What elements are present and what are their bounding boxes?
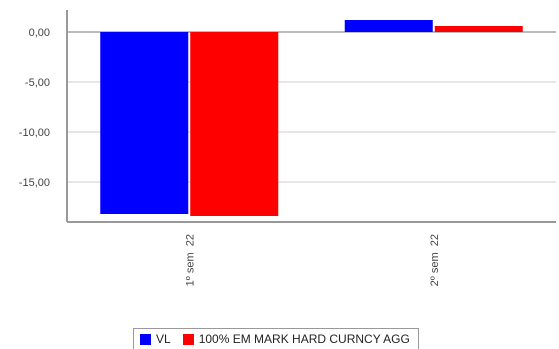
y-tick-label: -10,00 xyxy=(19,127,50,139)
axis-frame xyxy=(66,10,556,223)
bar-vl-1[interactable] xyxy=(100,32,189,214)
y-tick-label: -15,00 xyxy=(19,177,50,189)
legend-label-vl: VL xyxy=(156,332,171,346)
bar-vl-2[interactable] xyxy=(344,20,433,32)
legend: VL 100% EM MARK HARD CURNCY AGG xyxy=(133,328,419,349)
y-axis: 0,00 -5,00 -10,00 -15,00 xyxy=(19,27,50,189)
x-tick-label: 1º sem 22 xyxy=(184,234,196,286)
y-tick-label: -5,00 xyxy=(25,77,50,89)
legend-swatch-vl xyxy=(140,333,151,345)
x-axis: 1º sem 22 2º sem 22 xyxy=(184,234,441,286)
legend-label-benchmark: 100% EM MARK HARD CURNCY AGG xyxy=(198,332,410,346)
bar-benchmark-1[interactable] xyxy=(190,32,279,216)
legend-swatch-benchmark xyxy=(182,333,194,345)
bar-benchmark-2[interactable] xyxy=(434,26,523,32)
bars xyxy=(100,20,523,216)
y-tick-label: 0,00 xyxy=(29,27,50,39)
x-tick-label: 2º sem 22 xyxy=(429,234,441,286)
legend-item-vl[interactable]: VL xyxy=(140,332,171,346)
legend-item-benchmark[interactable]: 100% EM MARK HARD CURNCY AGG xyxy=(182,332,410,346)
